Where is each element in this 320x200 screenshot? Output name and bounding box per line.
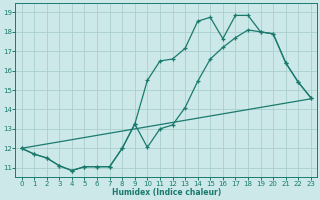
X-axis label: Humidex (Indice chaleur): Humidex (Indice chaleur) xyxy=(112,188,221,197)
